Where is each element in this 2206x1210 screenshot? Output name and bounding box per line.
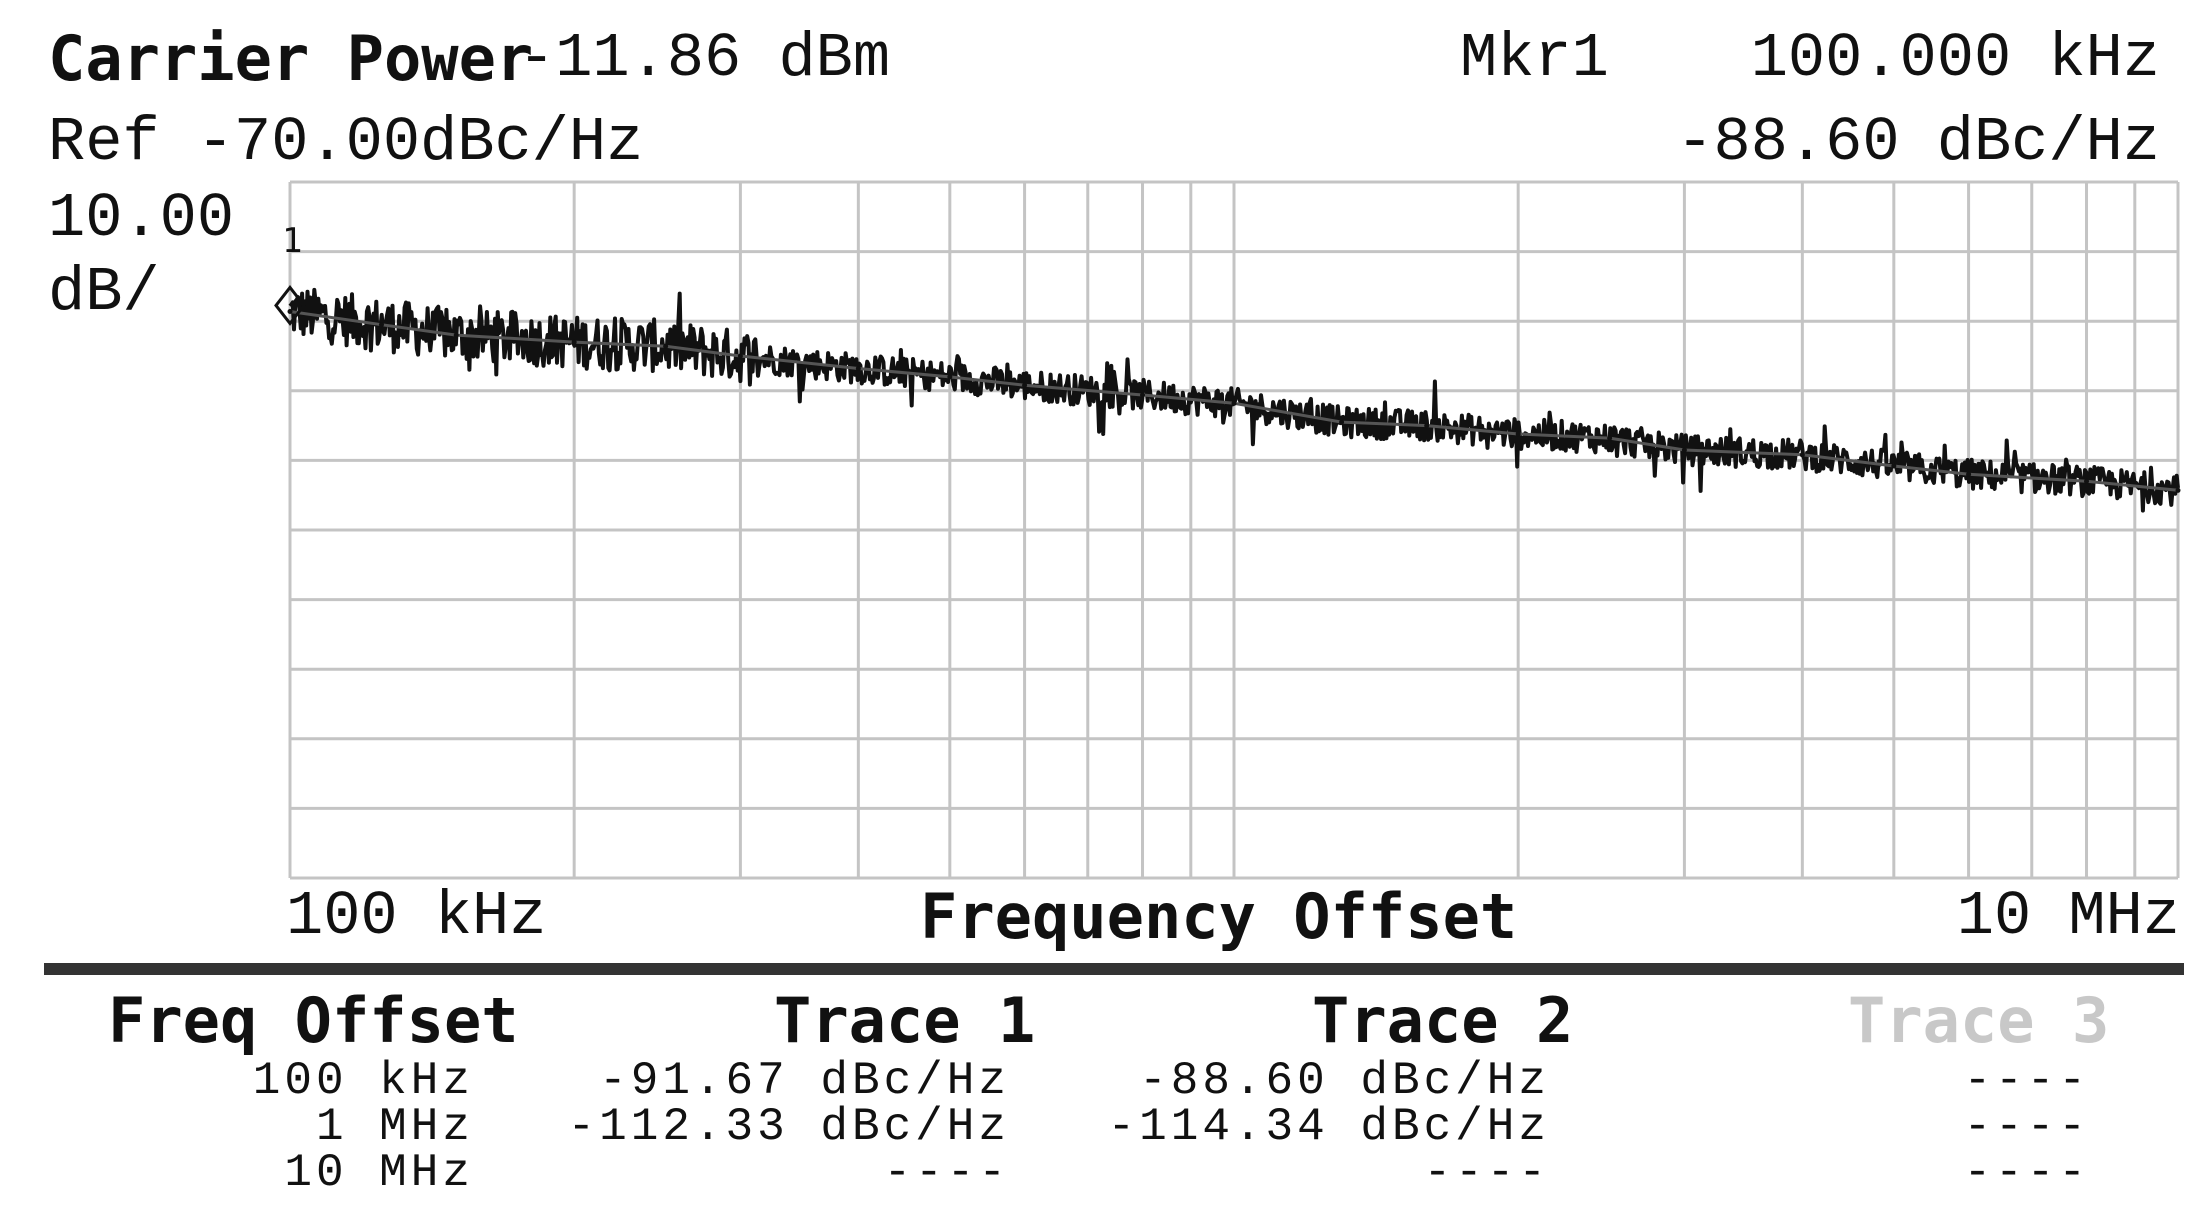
scale-value: 10.00: [48, 183, 235, 254]
data-point-6: [855, 366, 861, 372]
data-point-4: [663, 343, 669, 349]
table-cell: 100 kHz: [252, 1055, 474, 1107]
divider-line: [44, 963, 2184, 975]
plot-grid: [288, 180, 2180, 880]
data-point-15: [1681, 447, 1687, 453]
marker-label: Mkr1: [1460, 23, 1609, 94]
table-cell: ----: [1423, 1147, 1550, 1199]
marker-frequency: 100.000 kHz: [1750, 23, 2160, 94]
table-cell: ----: [1963, 1147, 2090, 1199]
marker-1: 1: [274, 221, 306, 326]
data-point-3: [571, 339, 577, 345]
data-point-11: [1339, 419, 1345, 425]
trace-1-noise: [288, 287, 2180, 513]
trace-1-group: [287, 287, 2181, 513]
table-header-trace-2: Trace 2: [1312, 984, 1574, 1057]
data-point-7: [947, 374, 953, 380]
data-point-12: [1424, 423, 1430, 429]
data-point-20: [2175, 487, 2181, 493]
data-point-5: [737, 353, 743, 359]
scale-unit: dB/: [48, 257, 160, 328]
reference-level: Ref -70.00dBc/Hz: [48, 107, 644, 178]
marker-diamond-icon: [274, 285, 306, 326]
data-point-2: [453, 332, 459, 338]
data-point-13: [1515, 431, 1521, 437]
carrier-power-label: Carrier Power: [48, 22, 534, 95]
data-point-10: [1231, 400, 1237, 406]
data-point-19: [2084, 478, 2090, 484]
table-cell: 1 MHz: [315, 1101, 474, 1153]
table-cell: -88.60 dBc/Hz: [1139, 1055, 1550, 1107]
table-header-trace-3: Trace 3: [1848, 984, 2110, 1057]
table-cell: -114.34 dBc/Hz: [1107, 1101, 1550, 1153]
table-cell: -91.67 dBc/Hz: [599, 1055, 1010, 1107]
data-point-16: [1799, 452, 1805, 458]
data-point-8: [1022, 382, 1028, 388]
data-point-14: [1607, 435, 1613, 441]
table-cell: ----: [883, 1147, 1010, 1199]
x-tick-label-start: 100 kHz: [286, 881, 547, 952]
data-point-9: [1140, 392, 1146, 398]
marker-number-label: 1: [282, 221, 302, 261]
data-point-1: [378, 322, 384, 328]
x-tick-label-end: 10 MHz: [1956, 881, 2180, 952]
table-cell: ----: [1963, 1055, 2090, 1107]
x-axis-label: Frequency Offset: [920, 880, 1518, 953]
phase-noise-plot: 1: [274, 180, 2181, 880]
table-cell: ----: [1963, 1101, 2090, 1153]
table-cell: 10 MHz: [284, 1147, 474, 1199]
table-header-freq-offset: Freq Offset: [108, 984, 519, 1057]
data-point-0: [287, 308, 293, 314]
marker-value: -88.60 dBc/Hz: [1676, 107, 2160, 178]
table-cell: -112.33 dBc/Hz: [567, 1101, 1010, 1153]
table-header-trace-1: Trace 1: [774, 984, 1036, 1057]
data-point-18: [1966, 471, 1972, 477]
data-point-17: [1891, 463, 1897, 469]
carrier-power-value: -11.86 dBm: [518, 23, 891, 94]
